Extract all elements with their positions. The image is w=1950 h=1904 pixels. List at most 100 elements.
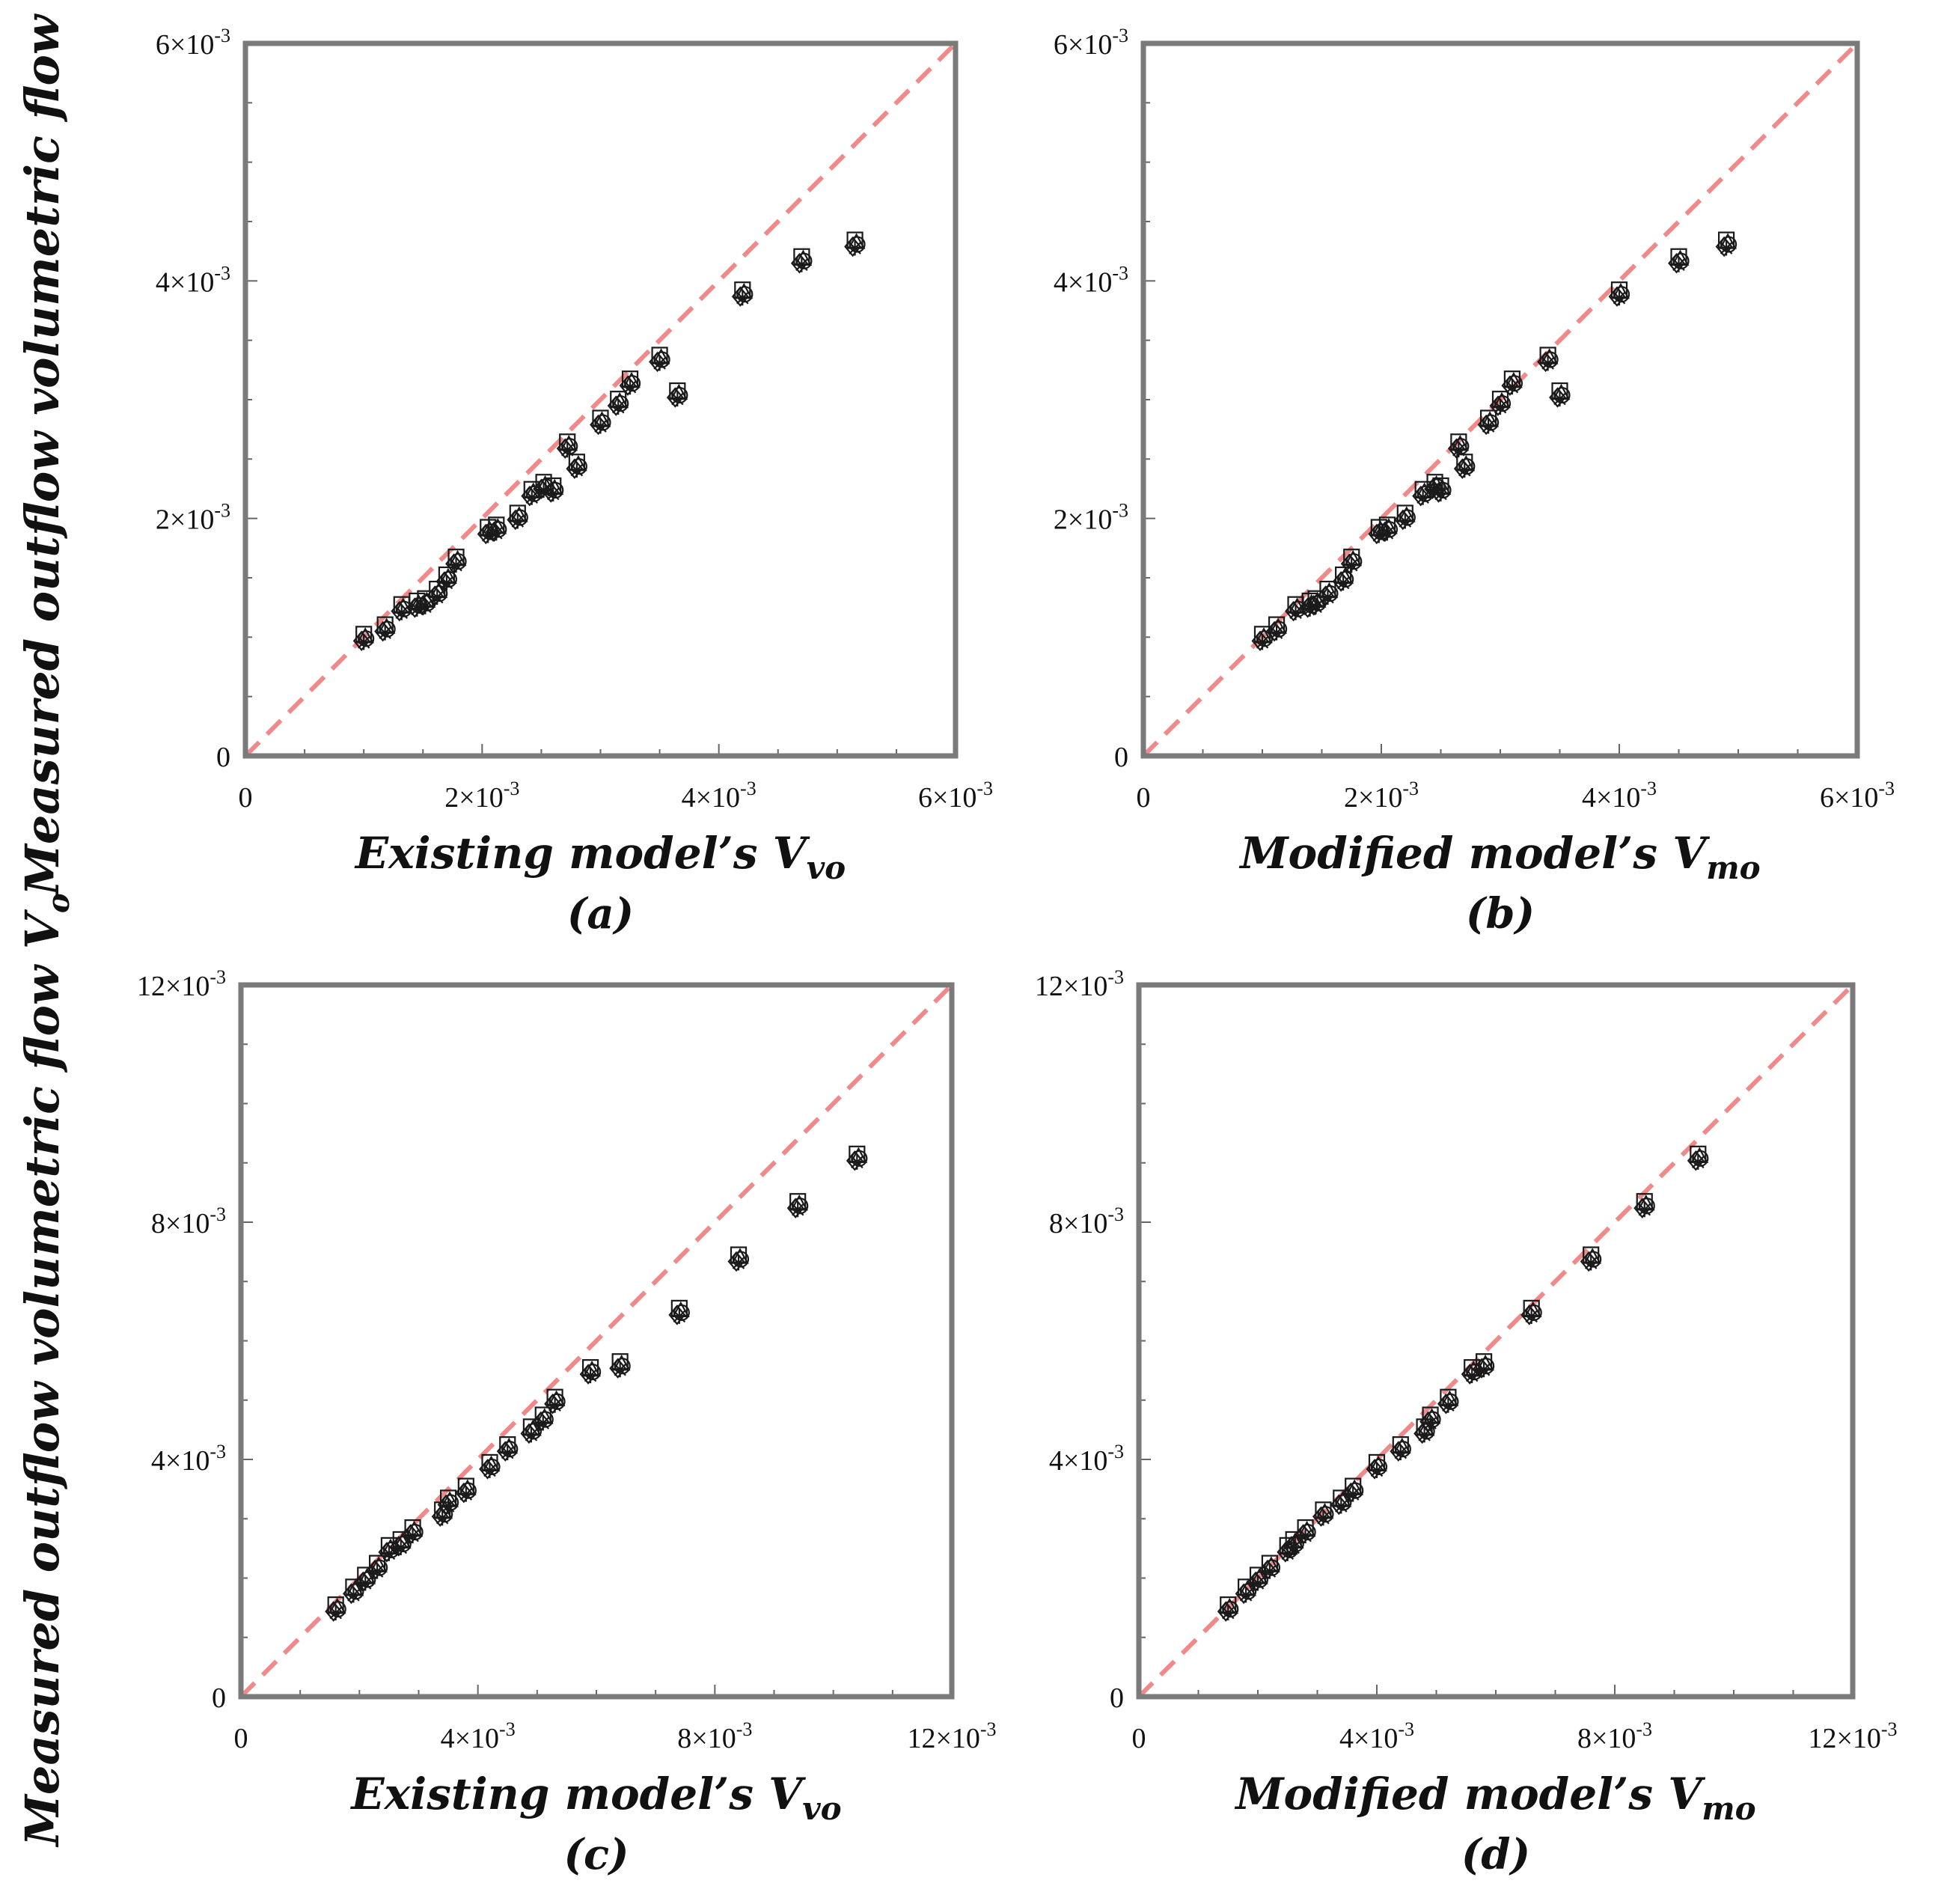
marker-diamond xyxy=(731,286,749,307)
marker-star xyxy=(356,635,372,650)
data-point xyxy=(507,504,528,531)
data-point xyxy=(1447,433,1470,460)
data-point xyxy=(731,281,754,307)
y-tick-label: 4×10-3 xyxy=(1054,262,1128,298)
marker-star xyxy=(1379,525,1395,541)
marker-star xyxy=(377,625,393,641)
data-point xyxy=(1477,409,1500,436)
marker-diamond xyxy=(1461,1364,1479,1385)
marker-diamond xyxy=(374,620,392,642)
x-tick-label: 2×10-3 xyxy=(1344,778,1419,814)
marker-diamond xyxy=(609,1358,627,1379)
y-tick-label: 0 xyxy=(212,1682,226,1714)
marker-star xyxy=(1583,1255,1599,1271)
data-point xyxy=(846,1145,868,1171)
marker-diamond xyxy=(342,1583,360,1605)
marker-diamond xyxy=(455,1482,473,1504)
x-tick-label: 4×10-3 xyxy=(1339,1718,1414,1754)
x-axis-title: Modified model’s Vmo xyxy=(1234,1769,1755,1827)
marker-diamond xyxy=(479,1459,496,1480)
marker-diamond xyxy=(846,1150,864,1171)
marker-diamond xyxy=(1265,620,1283,642)
marker-diamond xyxy=(844,236,861,257)
data-point xyxy=(374,616,396,642)
marker-star xyxy=(735,290,751,306)
marker-diamond xyxy=(1453,458,1471,479)
marker-star xyxy=(547,1397,563,1413)
marker-star xyxy=(1612,290,1627,306)
marker-star xyxy=(358,1575,373,1591)
marker-star xyxy=(545,486,561,501)
marker-diamond xyxy=(1342,1482,1360,1504)
marker-diamond xyxy=(566,458,584,479)
data-point xyxy=(1376,516,1399,543)
marker-star xyxy=(500,1445,516,1461)
marker-star xyxy=(1320,590,1336,605)
marker-diamond xyxy=(1668,253,1685,274)
marker-star xyxy=(1371,528,1387,543)
marker-star xyxy=(670,391,685,407)
marker-diamond xyxy=(532,1411,550,1432)
panels: 0 2×10-3 4×10-3 6×10-3 0 2×10-3 4×10-3 6×10-3 Ex… xyxy=(137,25,1898,1879)
marker-diamond xyxy=(579,1364,597,1385)
marker-diamond xyxy=(485,521,503,543)
marker-star xyxy=(1344,558,1360,573)
marker-star xyxy=(1481,418,1497,434)
y-tick-label: 12×10-3 xyxy=(1035,966,1124,1002)
data-point xyxy=(1283,1531,1304,1557)
marker-diamond xyxy=(1549,387,1566,408)
marker-star xyxy=(1315,1510,1331,1526)
x-tick-label: 12×10-3 xyxy=(1808,1718,1897,1754)
chart-panel-c: 0 4×10-3 8×10-3 12×10-3 0 4×10-3 8×10-3 12×10-3… xyxy=(137,966,997,1879)
plot-frame xyxy=(242,40,959,759)
marker-diamond xyxy=(1430,482,1447,503)
marker-star xyxy=(1308,599,1324,614)
marker-diamond xyxy=(1312,1506,1330,1528)
data-point xyxy=(437,1489,459,1516)
data-point xyxy=(844,231,866,257)
marker-diamond xyxy=(391,600,409,622)
data-point xyxy=(609,1353,631,1379)
marker-star xyxy=(583,1368,599,1384)
marker-diamond xyxy=(1489,395,1507,416)
marker-star xyxy=(430,590,445,605)
data-point xyxy=(485,516,507,543)
plot-frame xyxy=(1140,40,1860,759)
data-point xyxy=(1687,1145,1709,1171)
marker-star xyxy=(523,1427,539,1443)
marker-star xyxy=(1504,379,1520,395)
data-point xyxy=(666,382,688,408)
marker-star xyxy=(790,1202,806,1218)
data-point xyxy=(1437,1388,1459,1415)
marker-diamond xyxy=(366,1559,384,1581)
marker-star xyxy=(489,525,504,541)
x-tick-label: 4×10-3 xyxy=(682,778,757,814)
data-point xyxy=(1366,1453,1388,1480)
marker-star xyxy=(652,356,667,371)
marker-star xyxy=(1286,1540,1301,1555)
data-point xyxy=(1489,391,1512,416)
y-tick-label: 0 xyxy=(216,742,230,773)
marker-diamond xyxy=(1247,1571,1265,1593)
marker-star xyxy=(536,483,551,498)
data-point xyxy=(435,566,457,592)
marker-star xyxy=(441,1498,456,1514)
chart-panel-d: 0 4×10-3 8×10-3 12×10-3 0 4×10-3 8×10-3 12×10-3… xyxy=(1035,966,1898,1879)
marker-star xyxy=(794,257,810,272)
marker-star xyxy=(1220,1605,1236,1621)
marker-diamond xyxy=(1366,1459,1384,1480)
data-point xyxy=(1473,1353,1495,1379)
data-point xyxy=(1394,504,1416,531)
y-tick-label: 4×10-3 xyxy=(151,1441,226,1477)
data-point xyxy=(727,1246,750,1272)
x-tick-label: 6×10-3 xyxy=(918,778,993,814)
data-point xyxy=(366,1554,388,1581)
data-point xyxy=(1259,1554,1281,1581)
marker-star xyxy=(480,528,496,543)
marker-diamond xyxy=(727,1251,745,1272)
marker-diamond xyxy=(1437,1394,1455,1415)
marker-diamond xyxy=(354,1571,372,1593)
data-point xyxy=(479,1453,501,1480)
marker-star xyxy=(612,1362,628,1378)
marker-diamond xyxy=(1608,286,1626,307)
